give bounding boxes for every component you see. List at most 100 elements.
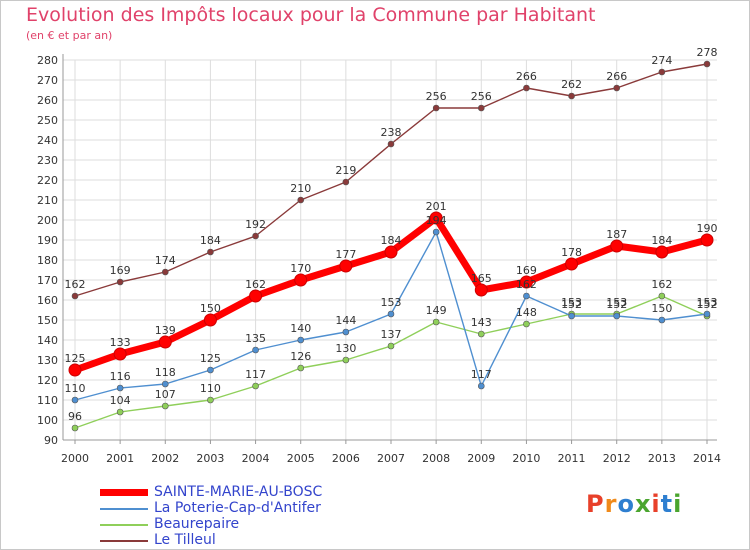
x-tick-label: 2000 (61, 452, 89, 465)
y-tick-label: 130 (37, 354, 58, 367)
y-tick-label: 200 (37, 214, 58, 227)
data-label: 162 (651, 278, 672, 291)
data-label: 116 (110, 370, 131, 383)
data-label: 150 (651, 302, 672, 315)
data-label: 266 (516, 70, 537, 83)
data-point (655, 245, 669, 259)
y-tick-label: 230 (37, 154, 58, 167)
legend-label: Le Tilleul (154, 532, 216, 548)
data-point (387, 310, 395, 318)
y-tick-label: 140 (37, 334, 58, 347)
data-label: 150 (200, 302, 221, 315)
x-tick-label: 2014 (693, 452, 721, 465)
y-tick-label: 280 (37, 54, 58, 67)
data-point (432, 104, 440, 112)
data-label: 192 (245, 218, 266, 231)
data-label: 130 (335, 342, 356, 355)
data-label: 274 (651, 54, 672, 67)
data-label: 278 (697, 46, 718, 59)
data-label: 125 (200, 352, 221, 365)
x-tick-label: 2007 (377, 452, 405, 465)
logo-letter: o (617, 490, 635, 518)
legend-swatch (100, 508, 148, 510)
data-point (700, 233, 714, 247)
data-point (249, 289, 263, 303)
data-point (116, 278, 124, 286)
logo-letter: P (586, 490, 605, 518)
data-label: 153 (697, 296, 718, 309)
data-label: 184 (651, 234, 672, 247)
data-point (71, 424, 79, 432)
data-point (207, 396, 214, 404)
data-point (116, 384, 124, 392)
data-label: 135 (245, 332, 266, 345)
x-tick-label: 2013 (648, 452, 676, 465)
data-point (568, 312, 575, 320)
data-label: 107 (155, 388, 176, 401)
logo-letter: t (660, 490, 674, 518)
y-tick-label: 180 (37, 254, 58, 267)
x-tick-label: 2012 (603, 452, 631, 465)
data-point (703, 60, 711, 68)
y-tick-label: 190 (37, 234, 58, 247)
legend-swatch (100, 524, 148, 526)
logo-letter: r (604, 490, 618, 518)
x-tick-label: 2001 (106, 452, 134, 465)
y-tick-label: 110 (37, 394, 58, 407)
data-point (252, 346, 259, 354)
data-point (71, 292, 79, 300)
data-point (387, 140, 395, 148)
data-point (384, 245, 398, 259)
data-point (207, 248, 214, 256)
data-label: 187 (606, 228, 627, 241)
data-label: 104 (110, 394, 131, 407)
y-tick-label: 260 (37, 94, 58, 107)
legend-item: Beaurepaire (96, 516, 496, 532)
data-point (161, 380, 169, 388)
chart-subtitle: (en € et par an) (26, 29, 113, 42)
data-label: 137 (381, 328, 402, 341)
data-label: 201 (426, 200, 447, 213)
data-point (519, 275, 533, 289)
data-point (113, 347, 127, 361)
legend-label: Beaurepaire (154, 516, 240, 532)
data-label: 139 (155, 324, 176, 337)
data-label: 153 (606, 296, 627, 309)
data-point (432, 318, 440, 326)
data-point (252, 232, 259, 240)
data-label: 177 (335, 248, 356, 261)
data-label: 162 (65, 278, 86, 291)
y-tick-label: 170 (37, 274, 58, 287)
y-tick-label: 120 (37, 374, 58, 387)
data-point (342, 356, 350, 364)
data-label: 152 (561, 298, 582, 311)
data-point (703, 310, 711, 318)
logo-letter: x (634, 490, 652, 518)
data-label: 110 (65, 382, 86, 395)
data-label: 174 (155, 254, 176, 267)
data-point (429, 211, 443, 225)
data-label: 140 (290, 322, 311, 335)
x-tick-label: 2004 (242, 452, 270, 465)
legend-item: SAINTE-MARIE-AU-BOSC (96, 484, 496, 500)
data-point (294, 273, 308, 287)
data-point (610, 239, 624, 253)
legend-item: Le Tilleul (96, 532, 496, 548)
data-point (613, 84, 621, 92)
data-point (342, 178, 350, 186)
data-point (523, 84, 530, 92)
y-tick-label: 270 (37, 74, 58, 87)
data-point (474, 283, 488, 297)
data-point (477, 104, 485, 112)
y-tick-label: 240 (37, 134, 58, 147)
data-point (203, 313, 217, 327)
data-point (387, 342, 395, 350)
data-point (339, 259, 353, 273)
data-label: 96 (68, 410, 82, 423)
data-label: 210 (290, 182, 311, 195)
data-point (68, 363, 82, 377)
x-tick-label: 2009 (467, 452, 495, 465)
